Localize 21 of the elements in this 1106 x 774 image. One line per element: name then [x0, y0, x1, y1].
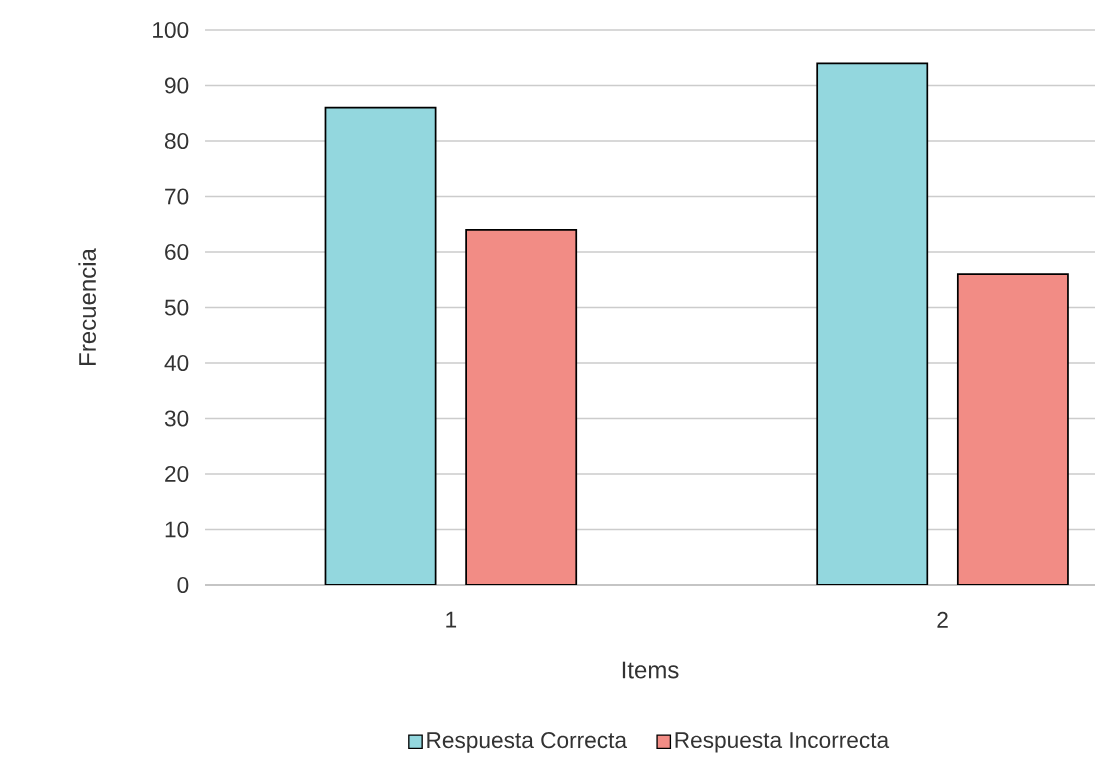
y-axis-title: Frecuencia [78, 248, 96, 365]
bar [465, 228, 578, 585]
bar [324, 106, 437, 585]
y-tick-label: 70 [165, 188, 189, 205]
y-tick-label: 30 [164, 410, 189, 427]
bar [956, 273, 1069, 585]
x-axis-title: Items [622, 661, 679, 679]
legend-label: Respuesta Correcta [427, 732, 628, 753]
y-tick-label: 0 [177, 576, 189, 594]
x-tick-label: 1 [446, 611, 457, 628]
y-tick-label: 10 [165, 521, 189, 538]
y-tick-label: 20 [165, 465, 189, 483]
legend-label: Respuesta Incorrecta [675, 732, 890, 753]
y-tick-label: 60 [165, 243, 189, 261]
y-tick-label: 80 [164, 132, 189, 150]
bar [816, 62, 929, 585]
x-tick-label: 2 [937, 611, 948, 628]
y-tick-label: 50 [164, 299, 189, 316]
y-tick-label: 40 [164, 354, 189, 372]
y-tick-label: 90 [165, 77, 189, 94]
y-tick-label: 100 [153, 21, 189, 39]
